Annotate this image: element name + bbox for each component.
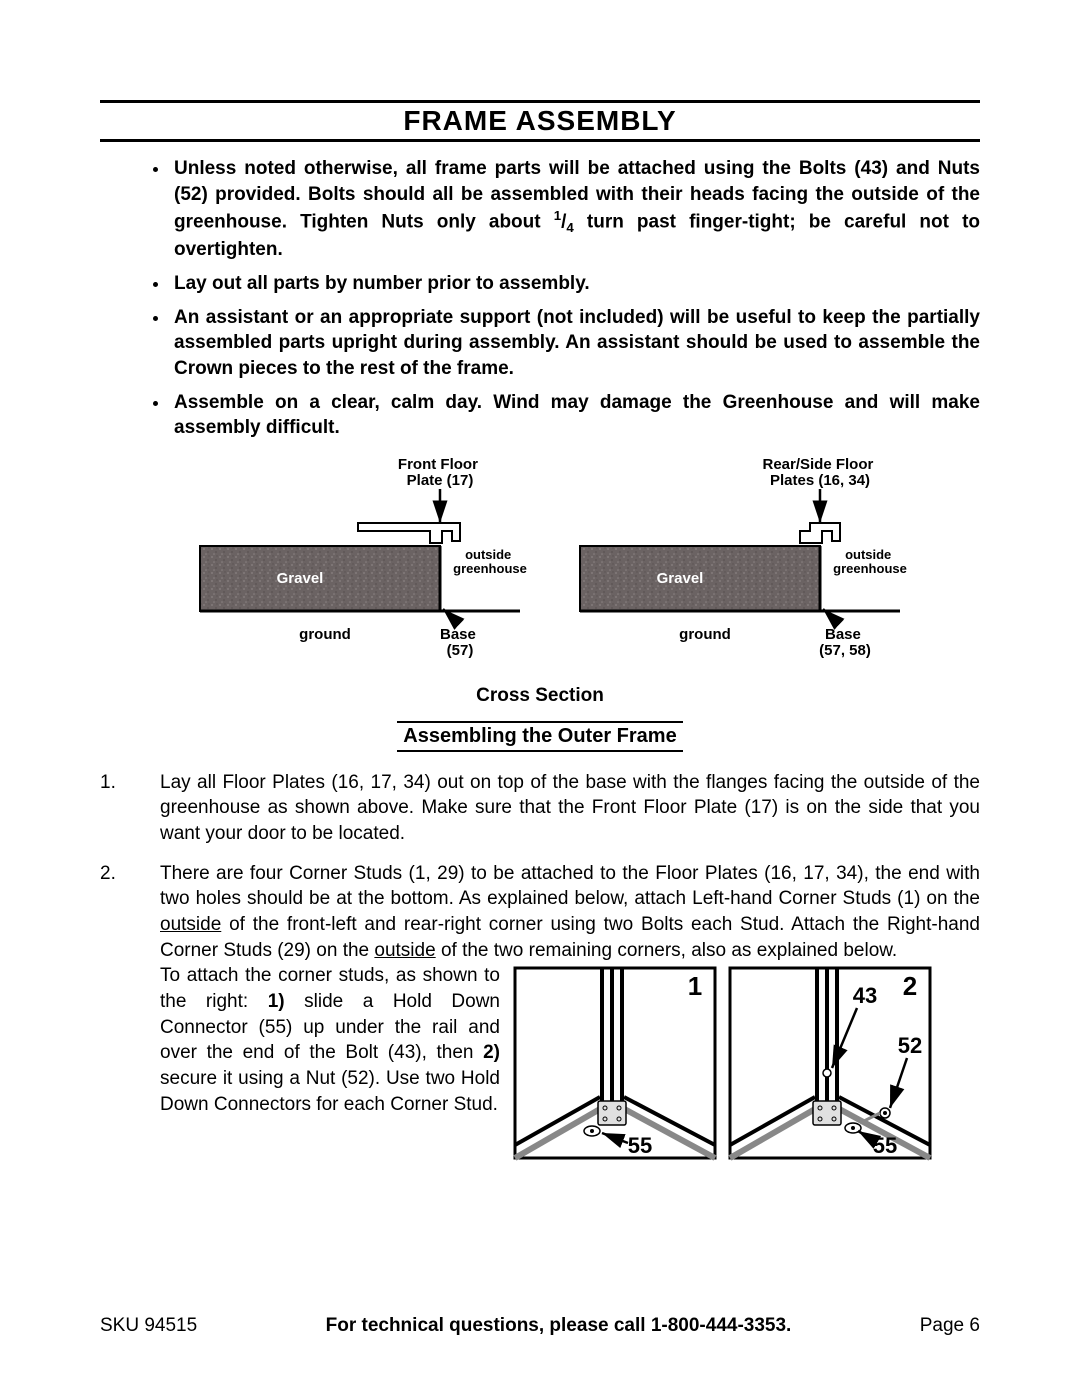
svg-text:43: 43: [853, 983, 877, 1008]
bullet-item: An assistant or an appropriate support (…: [170, 305, 980, 382]
step-1: 1. Lay all Floor Plates (16, 17, 34) out…: [100, 770, 980, 847]
steps-list: 1. Lay all Floor Plates (16, 17, 34) out…: [100, 770, 980, 1171]
cross-section-caption: Cross Section: [170, 685, 910, 707]
step-text: Lay all Floor Plates (16, 17, 34) out on…: [160, 770, 980, 847]
svg-text:Front Floor Plate (17): Front Floor Plate (17): [398, 456, 482, 489]
svg-text:55: 55: [873, 1133, 897, 1158]
intro-bullets: Unless noted otherwise, all frame parts …: [170, 156, 980, 441]
bullet-item: Unless noted otherwise, all frame parts …: [170, 156, 980, 263]
step-2: 2. There are four Corner Studs (1, 29) t…: [100, 861, 980, 1171]
svg-text:55: 55: [628, 1133, 652, 1158]
svg-text:2: 2: [903, 971, 917, 1001]
svg-text:Rear/Side Floor Plates: Rear/Side Floor Plates (16, 34): [762, 456, 877, 489]
svg-text:outside greenhouse: outside greenhouse: [453, 547, 527, 576]
corner-stud-figure: 1 55: [510, 963, 980, 1171]
bullet-item: Assemble on a clear, calm day. Wind may …: [170, 390, 980, 441]
svg-text:ground: ground: [679, 626, 731, 643]
svg-text:ground: ground: [299, 626, 351, 643]
step-number: 2.: [100, 861, 160, 1171]
svg-text:Base (57): Base (57): [440, 626, 480, 659]
svg-text:outside greenhouse: outside greenhouse: [833, 547, 907, 576]
footer-page: Page 6: [920, 1315, 980, 1337]
footer-sku: SKU 94515: [100, 1315, 197, 1337]
page-title: FRAME ASSEMBLY: [100, 100, 980, 142]
step-number: 1.: [100, 770, 160, 847]
cross-section-diagram: Front Floor Plate (17) outside greenhous…: [170, 451, 910, 707]
svg-text:Base (57, 58): Base (57, 58): [819, 626, 871, 659]
svg-text:Gravel: Gravel: [277, 570, 324, 587]
bullet-item: Lay out all parts by number prior to ass…: [170, 271, 980, 297]
svg-text:52: 52: [898, 1033, 922, 1058]
step-text: There are four Corner Studs (1, 29) to b…: [160, 861, 980, 1171]
svg-text:Gravel: Gravel: [657, 570, 704, 587]
panel1-big-label: 1: [688, 971, 702, 1001]
subheading: Assembling the Outer Frame: [100, 721, 980, 752]
footer-phone: For technical questions, please call 1-8…: [326, 1315, 792, 1337]
page-footer: SKU 94515 For technical questions, pleas…: [100, 1315, 980, 1337]
